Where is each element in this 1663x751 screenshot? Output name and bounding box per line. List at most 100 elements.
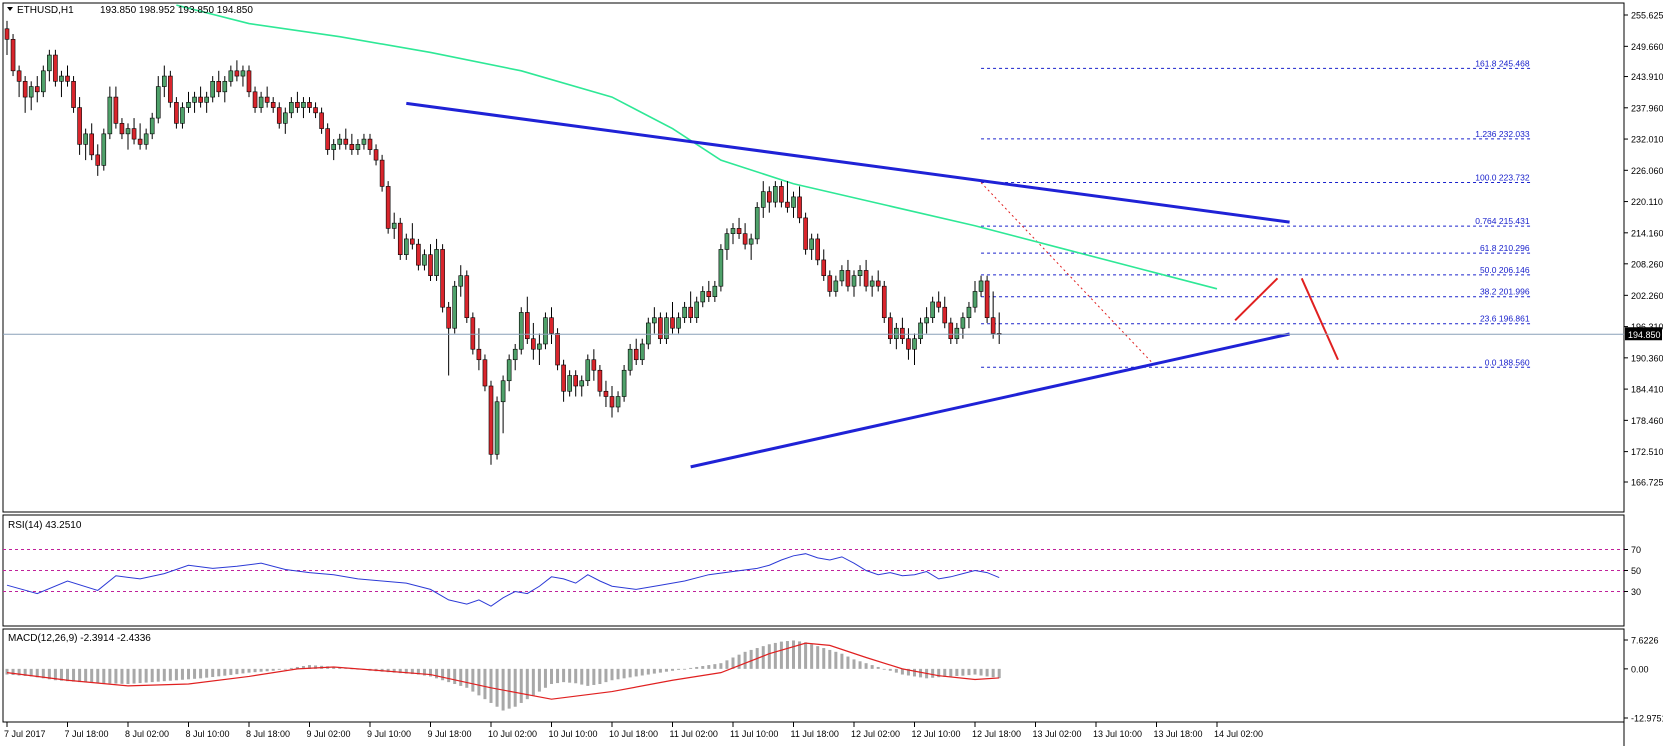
macd-histogram-bar	[738, 655, 741, 669]
candle-down	[985, 281, 989, 318]
candle-down	[689, 307, 693, 318]
candle-down	[900, 328, 904, 339]
candle-up	[187, 102, 191, 107]
candle-down	[53, 55, 57, 81]
candle-up	[677, 318, 681, 329]
candle-up	[41, 71, 45, 92]
time-tick-label: 11 Jul 02:00	[670, 729, 718, 739]
candle-down	[386, 186, 390, 228]
macd-histogram-bar	[949, 669, 952, 677]
candle-up	[537, 344, 541, 349]
macd-histogram-bar	[272, 669, 275, 671]
candle-down	[743, 234, 747, 245]
macd-title: MACD(12,26,9) -2.3914 -2.4336	[8, 633, 151, 644]
time-tick-label: 7 Jul 2017	[4, 729, 46, 739]
candle-up	[586, 360, 590, 381]
macd-histogram-bar	[477, 669, 480, 696]
candle-down	[96, 155, 100, 166]
candle-up	[961, 318, 965, 329]
candle-up	[193, 97, 197, 102]
price-tick-label: 255.625	[1631, 11, 1663, 21]
macd-histogram-bar	[840, 654, 843, 669]
candle-up	[162, 76, 166, 87]
time-tick-label: 13 Jul 18:00	[1154, 729, 1203, 739]
macd-histogram-bar	[768, 644, 771, 669]
macd-histogram-bar	[90, 669, 93, 683]
price-panel-frame	[3, 3, 1624, 512]
macd-histogram-bar	[683, 669, 686, 670]
time-tick-label: 11 Jul 10:00	[730, 729, 778, 739]
candle-up	[773, 186, 777, 202]
macd-histogram-bar	[483, 669, 486, 699]
candle-up	[392, 223, 396, 228]
macd-histogram-bar	[278, 669, 281, 670]
candle-down	[308, 102, 312, 107]
time-tick-label: 8 Jul 02:00	[125, 729, 169, 739]
candle-down	[707, 291, 711, 296]
candle-down	[368, 139, 372, 150]
candle-down	[35, 87, 39, 92]
candle-up	[453, 286, 457, 328]
candle-down	[380, 160, 384, 186]
time-tick-label: 13 Jul 10:00	[1093, 729, 1142, 739]
macd-histogram-bar	[102, 669, 105, 683]
candle-up	[519, 312, 523, 349]
current-price-label: 194.850	[1628, 330, 1661, 340]
fib-level-label: 100.0 223.732	[1475, 173, 1530, 183]
candle-down	[11, 39, 15, 71]
macd-histogram-bar	[550, 669, 553, 684]
candle-down	[937, 302, 941, 307]
macd-histogram-bar	[786, 641, 789, 669]
candle-down	[525, 312, 529, 338]
macd-histogram-bar	[611, 669, 614, 680]
macd-histogram-bar	[846, 657, 849, 669]
candle-down	[132, 129, 136, 140]
candle-down	[828, 276, 832, 292]
macd-histogram-bar	[629, 669, 632, 678]
candle-up	[180, 108, 184, 124]
macd-histogram-bar	[229, 669, 232, 675]
candle-up	[580, 381, 584, 386]
price-tick-label: 166.725	[1631, 478, 1663, 488]
candle-down	[314, 108, 318, 113]
candle-up	[852, 276, 856, 287]
candle-down	[168, 76, 172, 102]
candle-down	[320, 113, 324, 129]
candle-down	[991, 318, 995, 334]
macd-histogram-bar	[108, 669, 111, 684]
fib-level-label: 161.8 245.468	[1475, 58, 1530, 68]
candle-up	[725, 234, 729, 250]
macd-histogram-bar	[980, 669, 983, 676]
candle-down	[416, 244, 420, 265]
rsi-tick-label: 70	[1631, 545, 1641, 555]
candle-down	[410, 239, 414, 244]
candle-up	[229, 71, 233, 82]
macd-histogram-bar	[520, 669, 523, 703]
time-tick-label: 10 Jul 10:00	[549, 729, 598, 739]
candle-up	[955, 328, 959, 339]
macd-histogram-bar	[967, 669, 970, 675]
candle-down	[610, 397, 614, 408]
macd-histogram-bar	[96, 669, 99, 683]
macd-histogram-bar	[163, 669, 166, 681]
macd-histogram-bar	[822, 648, 825, 669]
price-tick-label: 202.260	[1631, 291, 1663, 301]
candle-down	[598, 370, 602, 391]
candle-down	[247, 71, 251, 92]
macd-histogram-bar	[199, 669, 202, 678]
candle-down	[882, 286, 886, 318]
candle-down	[888, 318, 892, 339]
macd-histogram-bar	[169, 669, 172, 681]
fib-level-label: 0.0 188.560	[1485, 357, 1530, 367]
candle-down	[943, 307, 947, 323]
candle-up	[47, 55, 51, 71]
macd-histogram-bar	[175, 669, 178, 680]
candle-down	[471, 318, 475, 350]
macd-histogram-bar	[744, 652, 747, 669]
rsi-title: RSI(14) 43.2510	[8, 520, 82, 531]
macd-histogram-bar	[955, 669, 958, 676]
macd-histogram-bar	[828, 650, 831, 669]
macd-histogram-bar	[187, 669, 190, 679]
